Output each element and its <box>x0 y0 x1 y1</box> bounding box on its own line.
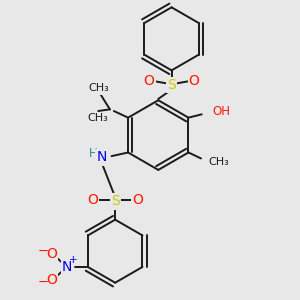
Text: S: S <box>167 78 176 92</box>
Text: H: H <box>89 147 98 160</box>
Text: CH₃: CH₃ <box>87 113 108 123</box>
Text: O: O <box>46 273 57 286</box>
Text: CH₃: CH₃ <box>208 158 229 167</box>
Text: −: − <box>38 244 49 257</box>
Text: CH₃: CH₃ <box>88 83 109 94</box>
Text: O: O <box>132 193 143 207</box>
Text: O: O <box>189 74 200 88</box>
Text: N: N <box>96 151 107 164</box>
Text: S: S <box>111 194 119 208</box>
Text: O: O <box>87 193 98 207</box>
Text: N: N <box>62 260 73 274</box>
Text: O: O <box>144 74 154 88</box>
Text: +: + <box>69 255 78 265</box>
Text: OH: OH <box>213 105 231 118</box>
Text: O: O <box>46 247 57 261</box>
Text: −: − <box>38 276 49 290</box>
